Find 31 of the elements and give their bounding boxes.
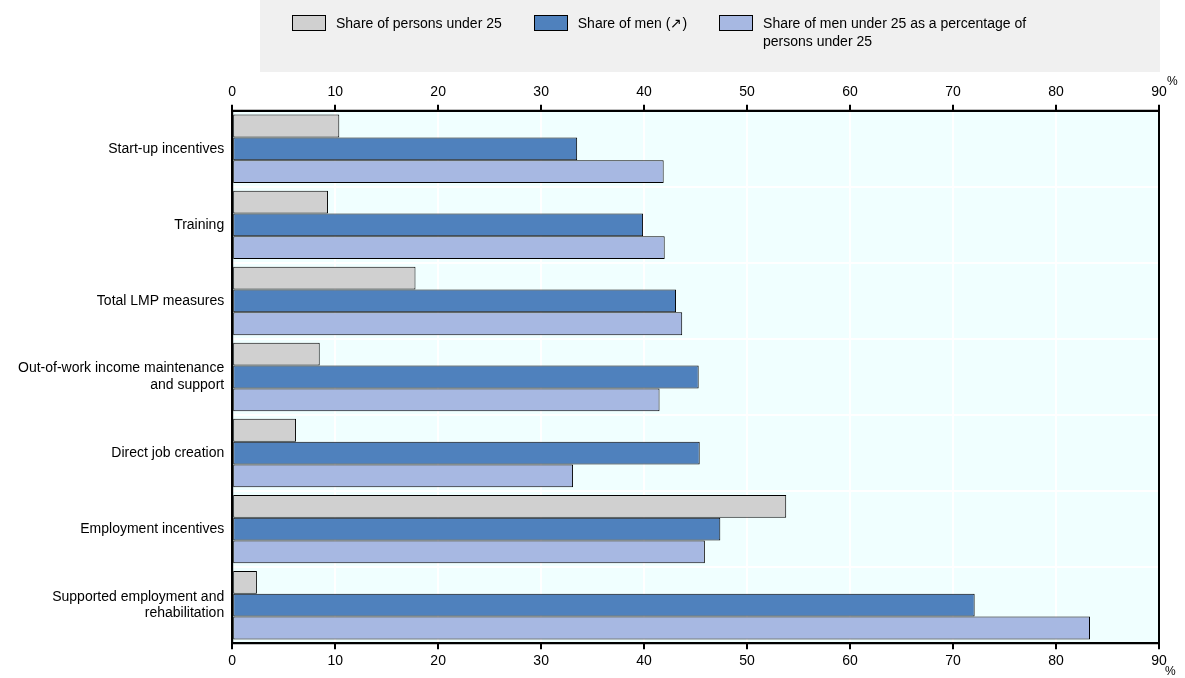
y-tick-label: Training — [174, 215, 225, 232]
x2-tick-label: 0 — [228, 83, 237, 100]
x-tick-label: 0 — [228, 652, 237, 669]
y-tick-label: Start-up incentives — [108, 139, 225, 156]
x2-tick-label: 90 — [1151, 83, 1167, 100]
y-tick-label: Direct job creation — [111, 443, 225, 460]
x-axis-title: % — [1165, 664, 1176, 678]
x-tick-label: 30 — [533, 652, 550, 669]
x-tick-label: 40 — [636, 652, 653, 669]
x-tick-label: 20 — [430, 652, 447, 669]
y-tick-label: Employment incentives — [80, 519, 225, 536]
y-tick-label: Total LMP measures — [96, 291, 225, 308]
legend-label: Share of persons under 25 — [336, 14, 502, 32]
x-tick-label: 60 — [842, 652, 859, 669]
x-tick-label: 70 — [945, 652, 962, 669]
x-tick-label: 80 — [1048, 652, 1065, 669]
x2-tick-label: 20 — [430, 83, 447, 100]
legend-label: Share of men (↗) — [577, 14, 688, 32]
x2-tick-label: 80 — [1048, 83, 1065, 100]
x2-tick-label: 40 — [636, 83, 653, 100]
y-tick-label: Supported employment and rehabilitation — [52, 587, 225, 621]
legend-label: Share of men under 25 as a percentage of persons under 25 — [763, 14, 1028, 50]
x2-tick-label: 30 — [533, 83, 550, 100]
x2-tick-label: 10 — [327, 83, 344, 100]
y-tick-label: Out-of-work income maintenance and support — [18, 359, 225, 393]
x-tick-label: 50 — [739, 652, 756, 669]
x2-tick-label: 50 — [739, 83, 756, 100]
x2-tick-label: 60 — [842, 83, 859, 100]
x2-axis-title: % — [1167, 74, 1178, 89]
x-tick-label: 10 — [327, 652, 344, 669]
x2-tick-label: 70 — [945, 83, 962, 100]
